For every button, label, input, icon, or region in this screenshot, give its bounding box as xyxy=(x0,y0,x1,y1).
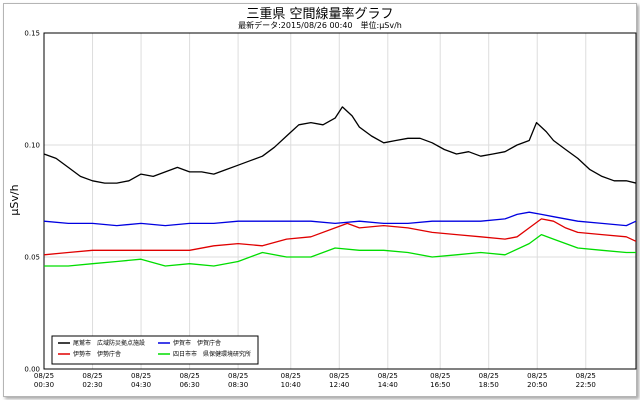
y-tick-label: 0.10 xyxy=(24,142,40,150)
x-tick-date: 08/25 xyxy=(281,372,301,380)
legend-label: 尾鷲市 広域防災拠点施設 xyxy=(73,339,145,347)
x-tick-time: 00:30 xyxy=(34,381,54,389)
x-tick-date: 08/25 xyxy=(378,372,398,380)
x-tick-time: 20:50 xyxy=(527,381,547,389)
x-tick-date: 08/25 xyxy=(131,372,151,380)
series-line-4 xyxy=(44,233,636,267)
x-tick-time: 04:30 xyxy=(131,381,151,389)
legend-label: 伊勢市 伊勢庁舎 xyxy=(73,350,121,358)
x-tick-date: 08/25 xyxy=(479,372,499,380)
plot-area xyxy=(43,32,637,370)
y-tick-label: 0.15 xyxy=(24,30,40,38)
legend-box xyxy=(51,335,259,365)
series-line-2 xyxy=(43,218,637,256)
y-tick-label: 0.05 xyxy=(24,254,40,262)
x-tick-date: 08/25 xyxy=(430,372,450,380)
x-tick-time: 08:30 xyxy=(228,381,248,389)
x-tick-time: 14:40 xyxy=(378,381,398,389)
y-tick-label: 0.00 xyxy=(24,366,40,374)
series-line-1 xyxy=(43,106,637,184)
x-tick-date: 08/25 xyxy=(576,372,596,380)
x-tick-time: 06:30 xyxy=(179,381,199,389)
x-tick-time: 16:50 xyxy=(430,381,450,389)
x-tick-time: 10:40 xyxy=(281,381,301,389)
x-tick-time: 22:50 xyxy=(576,381,596,389)
legend-label: 四日市市 県保健環境研究所 xyxy=(173,350,251,358)
chart-frame xyxy=(3,3,637,397)
legend-label: 伊賀市 伊賀庁舎 xyxy=(173,339,221,347)
x-axis-ticks: 08/2500:3008/2502:3008/2504:3008/2506:30… xyxy=(34,372,596,389)
series-lines xyxy=(43,106,637,267)
grid xyxy=(43,32,636,370)
x-tick-date: 08/25 xyxy=(228,372,248,380)
x-tick-date: 08/25 xyxy=(329,372,349,380)
x-tick-date: 08/25 xyxy=(82,372,102,380)
chart-title: 三重県 空間線量率グラフ xyxy=(246,7,394,22)
chart-subtitle: 最新データ:2015/08/26 00:40 単位:μSv/h xyxy=(238,21,402,30)
x-tick-date: 08/25 xyxy=(527,372,547,380)
x-tick-date: 08/25 xyxy=(179,372,199,380)
y-axis-ticks: 0.00 0.05 0.10 0.15 xyxy=(24,30,40,374)
x-tick-time: 18:50 xyxy=(479,381,499,389)
y-axis-label: μSv/h xyxy=(8,184,21,215)
x-tick-date: 08/25 xyxy=(34,372,54,380)
x-tick-time: 02:30 xyxy=(82,381,102,389)
series-line-3 xyxy=(43,211,637,227)
x-tick-time: 12:40 xyxy=(329,381,349,389)
